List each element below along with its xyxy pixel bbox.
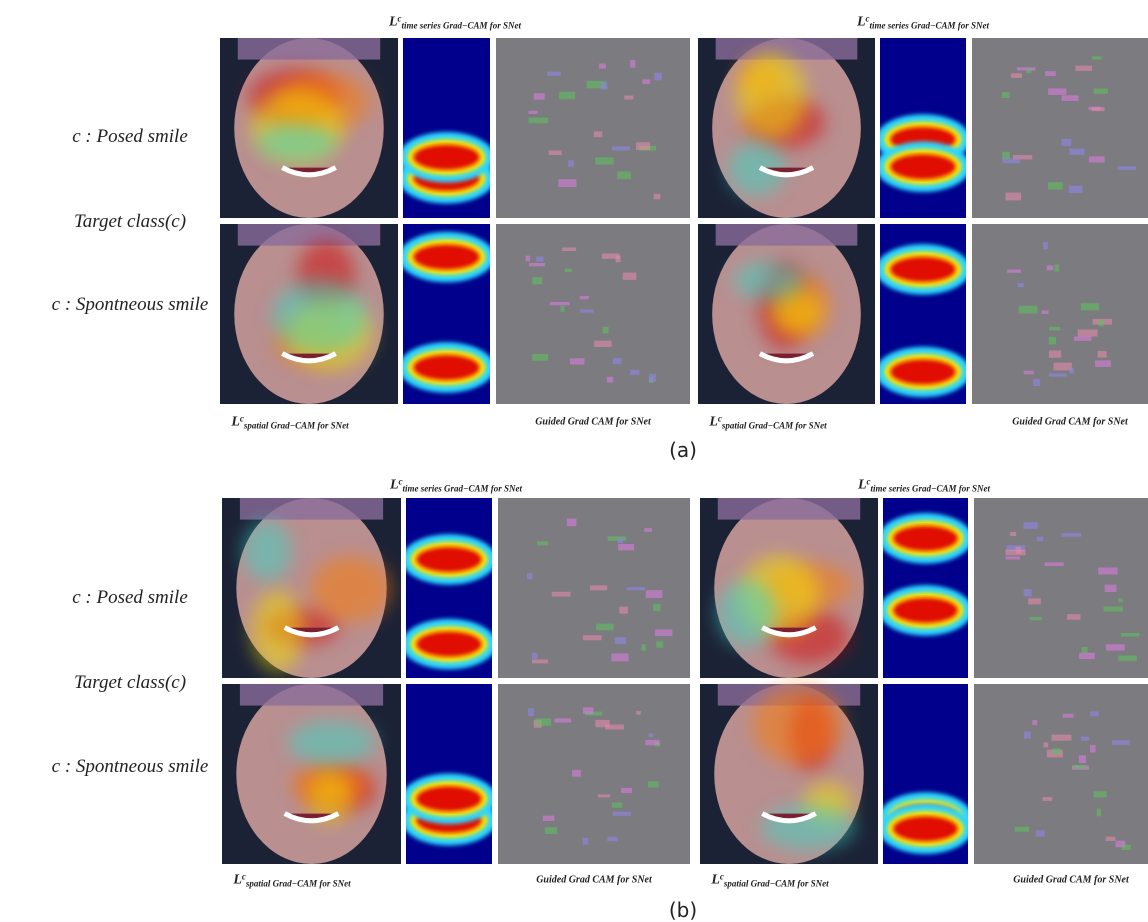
- label-base: L: [390, 478, 399, 493]
- label-sub: time series Grad−CAM for SNet: [870, 21, 989, 31]
- guided-gradcam: [498, 498, 690, 678]
- time-label: Lctime series Grad−CAM for SNet: [389, 13, 521, 30]
- time-heatmap: [879, 684, 973, 864]
- spatial-label: Lcspatial Grad−CAM for SNet: [711, 871, 828, 888]
- spatial-label: Lcspatial Grad−CAM for SNet: [233, 871, 350, 888]
- guided-gradcam: [974, 498, 1148, 678]
- guided-gradcam: [972, 38, 1148, 218]
- guided-gradcam: [974, 684, 1148, 864]
- time-heatmap: [402, 684, 497, 864]
- time-heatmap: [399, 224, 495, 404]
- label-sub: time series Grad−CAM for SNet: [871, 484, 990, 494]
- label-base: L: [858, 478, 867, 493]
- label-sub: time series Grad−CAM for SNet: [403, 484, 522, 494]
- label-sub: time series Grad−CAM for SNet: [402, 21, 521, 31]
- caption: (a): [669, 438, 697, 462]
- time-heatmap: [879, 498, 973, 678]
- label-base: L: [389, 15, 398, 30]
- label-sub: spatial Grad−CAM for SNet: [722, 421, 827, 431]
- page: (() => { const data = JSON.parse(documen…: [0, 0, 1148, 922]
- time-label: Lctime series Grad−CAM for SNet: [857, 13, 989, 30]
- spatial-label: Lcspatial Grad−CAM for SNet: [231, 413, 348, 430]
- time-heatmap: [399, 38, 495, 218]
- spatial-label: Lcspatial Grad−CAM for SNet: [709, 413, 826, 430]
- face-heatmap: [220, 38, 398, 218]
- label-sub: spatial Grad−CAM for SNet: [244, 421, 349, 431]
- row-label: c : Spontneous smile: [52, 294, 209, 316]
- face-heatmap: [698, 224, 875, 404]
- guided-label: Guided Grad CAM for SNet: [536, 875, 652, 886]
- row-label: c : Posed smile: [72, 126, 188, 148]
- time-label: Lctime series Grad−CAM for SNet: [390, 476, 522, 493]
- time-heatmap: [876, 224, 971, 404]
- guided-label: Guided Grad CAM for SNet: [535, 417, 651, 428]
- face-heatmap: [220, 224, 398, 404]
- guided-gradcam: [496, 38, 690, 218]
- face-heatmap: [700, 498, 878, 678]
- row-label: Target class(c): [74, 672, 186, 694]
- time-label: Lctime series Grad−CAM for SNet: [858, 476, 990, 493]
- time-heatmap: [876, 38, 971, 218]
- label-base: L: [711, 873, 720, 888]
- face-heatmap: [222, 684, 401, 864]
- face-heatmap: [698, 38, 875, 218]
- caption: (b): [669, 898, 697, 922]
- label-base: L: [233, 873, 242, 888]
- guided-gradcam: [498, 684, 690, 864]
- guided-gradcam: [496, 224, 690, 404]
- label-base: L: [857, 15, 866, 30]
- guided-label: Guided Grad CAM for SNet: [1012, 417, 1128, 428]
- guided-gradcam: [972, 224, 1148, 404]
- row-label: c : Posed smile: [72, 587, 188, 609]
- time-heatmap: [402, 498, 497, 678]
- face-heatmap: [222, 498, 401, 678]
- row-label: Target class(c): [74, 211, 186, 233]
- face-heatmap: [700, 684, 878, 864]
- label-sub: spatial Grad−CAM for SNet: [724, 879, 829, 889]
- label-sub: spatial Grad−CAM for SNet: [246, 879, 351, 889]
- label-base: L: [709, 415, 718, 430]
- row-label: c : Spontneous smile: [52, 756, 209, 778]
- label-base: L: [231, 415, 240, 430]
- guided-label: Guided Grad CAM for SNet: [1013, 875, 1129, 886]
